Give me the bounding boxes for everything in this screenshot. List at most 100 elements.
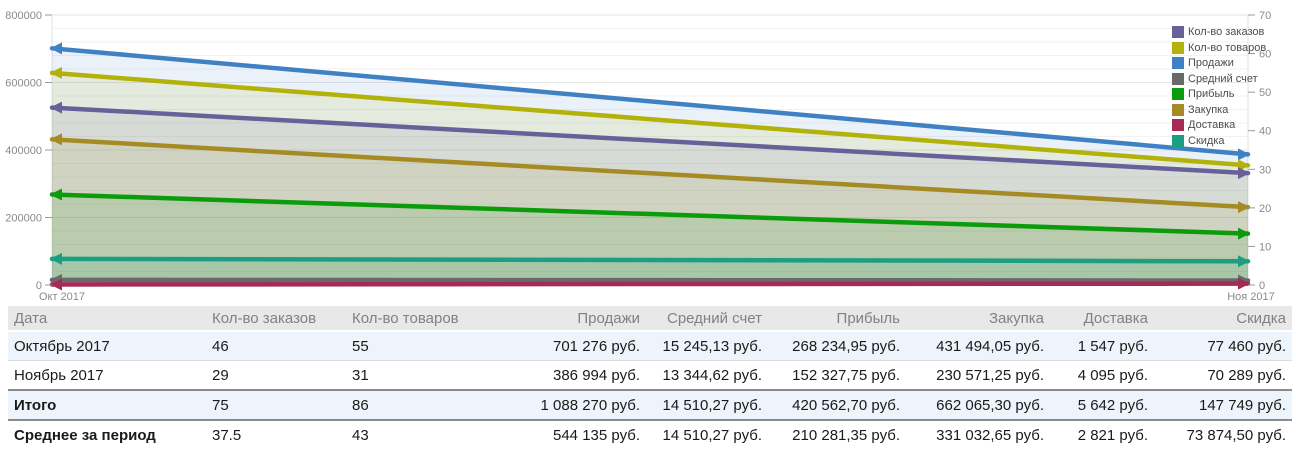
table-row-1: Ноябрь 2017 29 31 386 994 руб. 13 344,62 руб… xyxy=(8,360,1292,390)
legend-item-3[interactable]: Средний счет xyxy=(1172,72,1266,85)
table-cell: 86 xyxy=(346,389,461,420)
table-cell: 544 135 руб. xyxy=(461,419,646,449)
right-axis-tick-label: 0 xyxy=(1259,280,1265,292)
table-cell: 31 xyxy=(346,360,461,390)
right-axis-tick-label: 10 xyxy=(1259,241,1271,253)
table-cell: 210 281,35 руб. xyxy=(768,419,906,449)
series-start-marker xyxy=(50,188,62,201)
table-row-3: Среднее за период 37.5 43 544 135 руб. 14 51… xyxy=(8,419,1292,449)
series-end-marker xyxy=(1238,277,1250,290)
right-axis-tick-label: 50 xyxy=(1259,87,1271,99)
table-cell: 5 642 руб. xyxy=(1050,389,1154,420)
table-cell: 75 xyxy=(206,389,346,420)
series-start-marker xyxy=(50,133,62,146)
left-axis-tick-label: 600000 xyxy=(5,78,42,90)
area-fill xyxy=(52,107,1248,285)
left-axis-tick-label: 200000 xyxy=(5,213,42,225)
left-axis-tick-label: 800000 xyxy=(5,10,42,22)
legend-item-4[interactable]: Прибыль xyxy=(1172,88,1266,100)
legend-label: Кол-во товаров xyxy=(1188,41,1267,54)
series-end-marker xyxy=(1238,159,1250,172)
column-header-6: Закупка xyxy=(906,306,1050,332)
table-cell: 73 874,50 руб. xyxy=(1154,419,1292,449)
x-axis-label: Окт 2017 xyxy=(39,291,85,303)
table-cell: 386 994 руб. xyxy=(461,360,646,390)
table-cell: 2 821 руб. xyxy=(1050,419,1154,449)
table-row-2: Итого 75 86 1 088 270 руб. 14 510,27 руб. 420… xyxy=(8,389,1292,420)
series-end-marker xyxy=(1238,201,1250,214)
legend-swatch-icon xyxy=(1172,26,1184,38)
legend-item-1[interactable]: Кол-во товаров xyxy=(1172,41,1267,54)
table-cell: 46 xyxy=(206,331,346,361)
legend-item-7[interactable]: Скидка xyxy=(1172,134,1266,147)
table-cell: Итого xyxy=(8,389,206,420)
legend-swatch-icon xyxy=(1172,134,1184,147)
table-cell: 43 xyxy=(346,419,461,449)
series-start-marker xyxy=(50,101,62,114)
chart-canvas: 0 200000 400000 600000 800000 0 10 20 30 40 50 60 70… xyxy=(5,10,1274,303)
table-cell: 55 xyxy=(346,331,461,361)
right-axis-tick-label: 70 xyxy=(1259,10,1271,22)
legend-swatch-icon xyxy=(1172,103,1184,116)
legend-item-0[interactable]: Кол-во заказов xyxy=(1172,26,1266,38)
table-cell: 37.5 xyxy=(206,419,346,449)
table-cell: 230 571,25 руб. xyxy=(906,360,1050,390)
legend-label: Прибыль xyxy=(1188,88,1235,100)
legend-label: Скидка xyxy=(1188,134,1225,147)
table-cell: Среднее за период xyxy=(8,419,206,449)
series-start-marker xyxy=(50,42,62,55)
column-header-0: Дата xyxy=(8,306,206,332)
legend-swatch-icon xyxy=(1172,41,1184,54)
right-axis-tick-label: 30 xyxy=(1259,164,1271,176)
column-header-7: Доставка xyxy=(1050,306,1154,332)
column-header-4: Средний счет xyxy=(646,306,768,332)
column-header-8: Скидка xyxy=(1154,306,1292,332)
table-cell: 152 327,75 руб. xyxy=(768,360,906,390)
legend-label: Закупка xyxy=(1188,103,1229,116)
legend-label: Продажи xyxy=(1188,57,1234,69)
table-cell: 701 276 руб. xyxy=(461,331,646,361)
table-cell: 14 510,27 руб. xyxy=(646,419,768,449)
series-end-marker xyxy=(1238,227,1250,240)
table-cell: 1 547 руб. xyxy=(1050,331,1154,361)
series-line xyxy=(49,70,1251,168)
table-row-0: Октябрь 2017 46 55 701 276 руб. 15 245,13 ру… xyxy=(8,331,1292,361)
report-table-wrap: Дата Кол-во заказов Кол-во товаров Продажи С… xyxy=(0,306,1296,449)
table-header-row: Дата Кол-во заказов Кол-во товаров Продажи С… xyxy=(8,306,1292,332)
series-line xyxy=(49,105,1251,176)
series-start-marker xyxy=(50,252,62,265)
series-end-marker xyxy=(1238,255,1250,268)
table-cell: 431 494,05 руб. xyxy=(906,331,1050,361)
column-header-1: Кол-во заказов xyxy=(206,306,346,332)
series-line xyxy=(49,277,1251,283)
left-axis-tick-label: 400000 xyxy=(5,145,42,157)
right-axis-tick-label: 40 xyxy=(1259,126,1271,138)
table-cell: 70 289 руб. xyxy=(1154,360,1292,390)
left-axis-tick-label: 0 xyxy=(36,280,42,292)
table-cell: 331 032,65 руб. xyxy=(906,419,1050,449)
legend-item-2[interactable]: Продажи xyxy=(1172,57,1266,69)
legend-swatch-icon xyxy=(1172,57,1184,69)
summary-table: Дата Кол-во заказов Кол-во товаров Продажи С… xyxy=(8,306,1292,449)
table-cell: 147 749 руб. xyxy=(1154,389,1292,420)
legend-item-5[interactable]: Закупка xyxy=(1172,103,1266,116)
table-cell: 268 234,95 руб. xyxy=(768,331,906,361)
table-cell: 1 088 270 руб. xyxy=(461,389,646,420)
right-axis-tick-label: 20 xyxy=(1259,203,1271,215)
table-cell: Ноябрь 2017 xyxy=(8,360,206,390)
series-line xyxy=(49,137,1251,210)
table-cell: 4 095 руб. xyxy=(1050,360,1154,390)
table-cell: 420 562,70 руб. xyxy=(768,389,906,420)
legend-item-6[interactable]: Доставка xyxy=(1172,119,1266,131)
report-chart: 0 200000 400000 600000 800000 0 10 20 30 40 50 60 70… xyxy=(5,10,1275,303)
table-cell: Октябрь 2017 xyxy=(8,331,206,361)
legend-swatch-icon xyxy=(1172,72,1184,85)
series-line xyxy=(49,256,1251,264)
series-end-marker xyxy=(1238,148,1250,161)
table-cell: 77 460 руб. xyxy=(1154,331,1292,361)
series-start-marker xyxy=(50,66,62,79)
legend-label: Доставка xyxy=(1188,119,1236,131)
series-line xyxy=(49,46,1251,157)
table-cell: 662 065,30 руб. xyxy=(906,389,1050,420)
series-start-marker xyxy=(50,278,62,291)
